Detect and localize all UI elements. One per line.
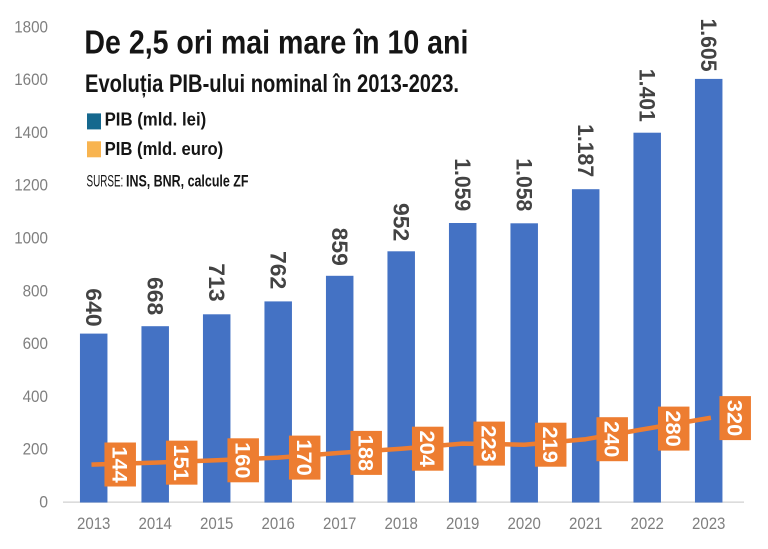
svg-text:PIB (mld. lei): PIB (mld. lei) xyxy=(105,109,207,129)
svg-text:2015: 2015 xyxy=(200,514,233,533)
svg-text:640: 640 xyxy=(81,288,106,326)
svg-text:Evoluția PIB-ului nominal în 2: Evoluția PIB-ului nominal în 2013-2023. xyxy=(85,70,459,98)
svg-text:2017: 2017 xyxy=(323,514,356,533)
svg-text:200: 200 xyxy=(23,440,48,459)
svg-text:2013: 2013 xyxy=(77,514,110,533)
svg-text:1.058: 1.058 xyxy=(512,158,537,211)
svg-text:188: 188 xyxy=(354,435,377,472)
svg-text:2023: 2023 xyxy=(692,514,725,533)
svg-text:859: 859 xyxy=(327,228,352,266)
svg-text:400: 400 xyxy=(23,387,48,406)
svg-text:De 2,5 ori mai mare în 10 ani: De 2,5 ori mai mare în 10 ani xyxy=(84,25,468,62)
svg-text:1600: 1600 xyxy=(14,70,48,89)
svg-text:1400: 1400 xyxy=(14,123,48,142)
svg-text:1.059: 1.059 xyxy=(450,158,475,211)
svg-text:INS, BNR, calcule ZF: INS, BNR, calcule ZF xyxy=(126,172,249,190)
svg-text:800: 800 xyxy=(23,281,48,300)
svg-text:1.605: 1.605 xyxy=(696,19,721,72)
svg-text:2019: 2019 xyxy=(446,514,479,533)
svg-text:SURSE:: SURSE: xyxy=(87,172,124,190)
svg-text:2016: 2016 xyxy=(262,514,295,533)
svg-text:170: 170 xyxy=(292,439,315,475)
svg-text:600: 600 xyxy=(23,334,48,353)
svg-text:204: 204 xyxy=(415,431,438,468)
svg-text:2022: 2022 xyxy=(631,514,664,533)
svg-text:1000: 1000 xyxy=(14,229,48,248)
svg-text:2021: 2021 xyxy=(569,514,602,533)
svg-text:160: 160 xyxy=(231,442,254,478)
svg-text:0: 0 xyxy=(39,492,48,511)
svg-text:952: 952 xyxy=(389,203,414,241)
svg-text:219: 219 xyxy=(538,427,561,463)
svg-text:1.401: 1.401 xyxy=(635,69,660,122)
svg-text:762: 762 xyxy=(266,251,291,289)
svg-text:2018: 2018 xyxy=(385,514,418,533)
svg-text:2020: 2020 xyxy=(508,514,541,533)
svg-text:151: 151 xyxy=(169,444,192,481)
svg-text:280: 280 xyxy=(661,410,684,446)
svg-text:223: 223 xyxy=(477,425,500,461)
svg-text:2014: 2014 xyxy=(139,514,172,533)
svg-text:240: 240 xyxy=(600,421,623,457)
svg-text:1.187: 1.187 xyxy=(573,124,598,177)
svg-text:713: 713 xyxy=(204,263,229,301)
svg-text:320: 320 xyxy=(723,400,746,436)
svg-text:668: 668 xyxy=(143,277,168,315)
svg-text:1800: 1800 xyxy=(14,17,48,36)
svg-text:144: 144 xyxy=(108,446,131,483)
svg-text:1200: 1200 xyxy=(14,176,48,195)
svg-text:PIB (mld. euro): PIB (mld. euro) xyxy=(105,139,224,159)
